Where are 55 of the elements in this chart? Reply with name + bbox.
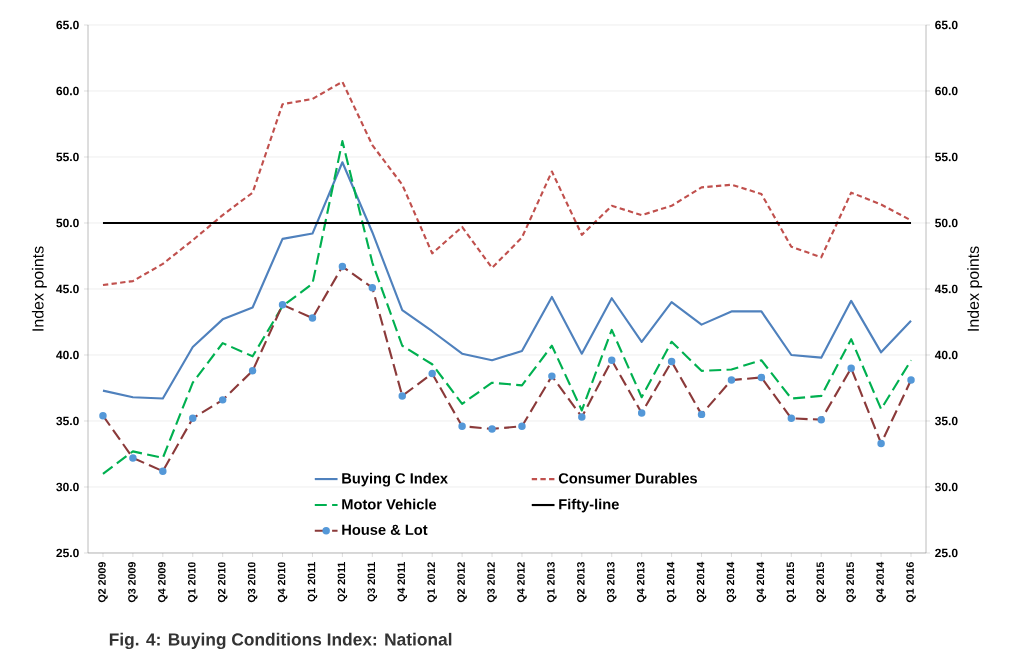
legend-label: Buying C Index <box>342 472 448 487</box>
x-tick-label: Q2 2013 <box>577 562 587 603</box>
x-tick-label: Q2 2015 <box>816 562 827 603</box>
y-tick-label: 65.0 <box>56 20 79 30</box>
y-tick-label: 35.0 <box>56 416 79 426</box>
x-tick-label: Q1 2014 <box>666 561 677 603</box>
x-tick-label: Q1 2015 <box>786 562 797 603</box>
y-axis-title: Index points <box>31 246 47 331</box>
y2-axis-title: Index points <box>967 246 983 331</box>
y-tick-label: 55.0 <box>56 152 79 162</box>
x-tick-label: Q1 2016 <box>906 562 916 603</box>
x-tick-label: Q3 2013 <box>606 562 617 603</box>
x-tick-label: Q3 2015 <box>846 562 856 603</box>
x-tick-label: Q4 2010 <box>277 562 288 603</box>
x-tick-label: Q4 2012 <box>517 562 527 603</box>
x-tick-label: Q3 2014 <box>726 561 737 603</box>
x-tick-label: Q2 2014 <box>696 561 707 603</box>
line-series <box>101 161 913 400</box>
x-tick-label: Q2 2009 <box>98 562 108 603</box>
x-tick-label: Q1 2013 <box>547 562 557 603</box>
x-tick-label: Q2 2010 <box>217 562 228 603</box>
x-tick-label: Q4 2011 <box>397 562 408 602</box>
y-tick-label: 50.0 <box>56 218 79 228</box>
y-tick-label: 40.0 <box>56 350 79 360</box>
y2-tick-label: 60.0 <box>935 86 958 96</box>
x-tick-label: Q4 2014 <box>876 561 886 603</box>
y-tick-label: 60.0 <box>56 86 79 96</box>
legend-label: Consumer Durables <box>558 472 697 484</box>
legend-label: Fifty-line <box>559 498 619 513</box>
x-tick-label: Q3 2011 <box>367 562 378 602</box>
y-tick-label: 30.0 <box>56 482 79 492</box>
x-tick-label: Q4 2014 <box>756 561 767 603</box>
x-tick-label: Q4 2013 <box>636 562 647 603</box>
x-tick-label: Q2 2012 <box>457 562 467 603</box>
x-tick-label: Q3 2010 <box>247 562 258 603</box>
y2-tick-label: 40.0 <box>934 350 958 360</box>
legend-label: Motor Vehicle <box>342 498 437 510</box>
x-tick-label: Q4 2009 <box>158 562 168 603</box>
x-tick-label: Q1 2011 <box>307 562 318 602</box>
x-tick-label: Q3 2012 <box>487 562 497 603</box>
y2-tick-label: 50.0 <box>935 218 958 228</box>
x-tick-label: Q3 2009 <box>128 562 138 603</box>
legend-label: House & Lot <box>342 524 428 535</box>
text: Fig. 4: Buying Conditions Index: National <box>109 632 452 650</box>
x-tick-label: Q1 2010 <box>187 562 198 603</box>
y2-tick-label: 35.0 <box>934 416 958 426</box>
y2-tick-label: 55.0 <box>935 152 958 162</box>
y2-tick-label: 65.0 <box>935 20 958 30</box>
y2-tick-label: 45.0 <box>934 284 958 294</box>
y-tick-label: 45.0 <box>56 284 79 294</box>
y2-tick-label: 25.0 <box>935 548 958 558</box>
y-tick-label: 25.0 <box>56 548 79 558</box>
x-tick-label: Q2 2011 <box>337 562 348 602</box>
x-tick-label: Q1 2012 <box>427 562 437 603</box>
y2-tick-label: 30.0 <box>934 482 958 492</box>
